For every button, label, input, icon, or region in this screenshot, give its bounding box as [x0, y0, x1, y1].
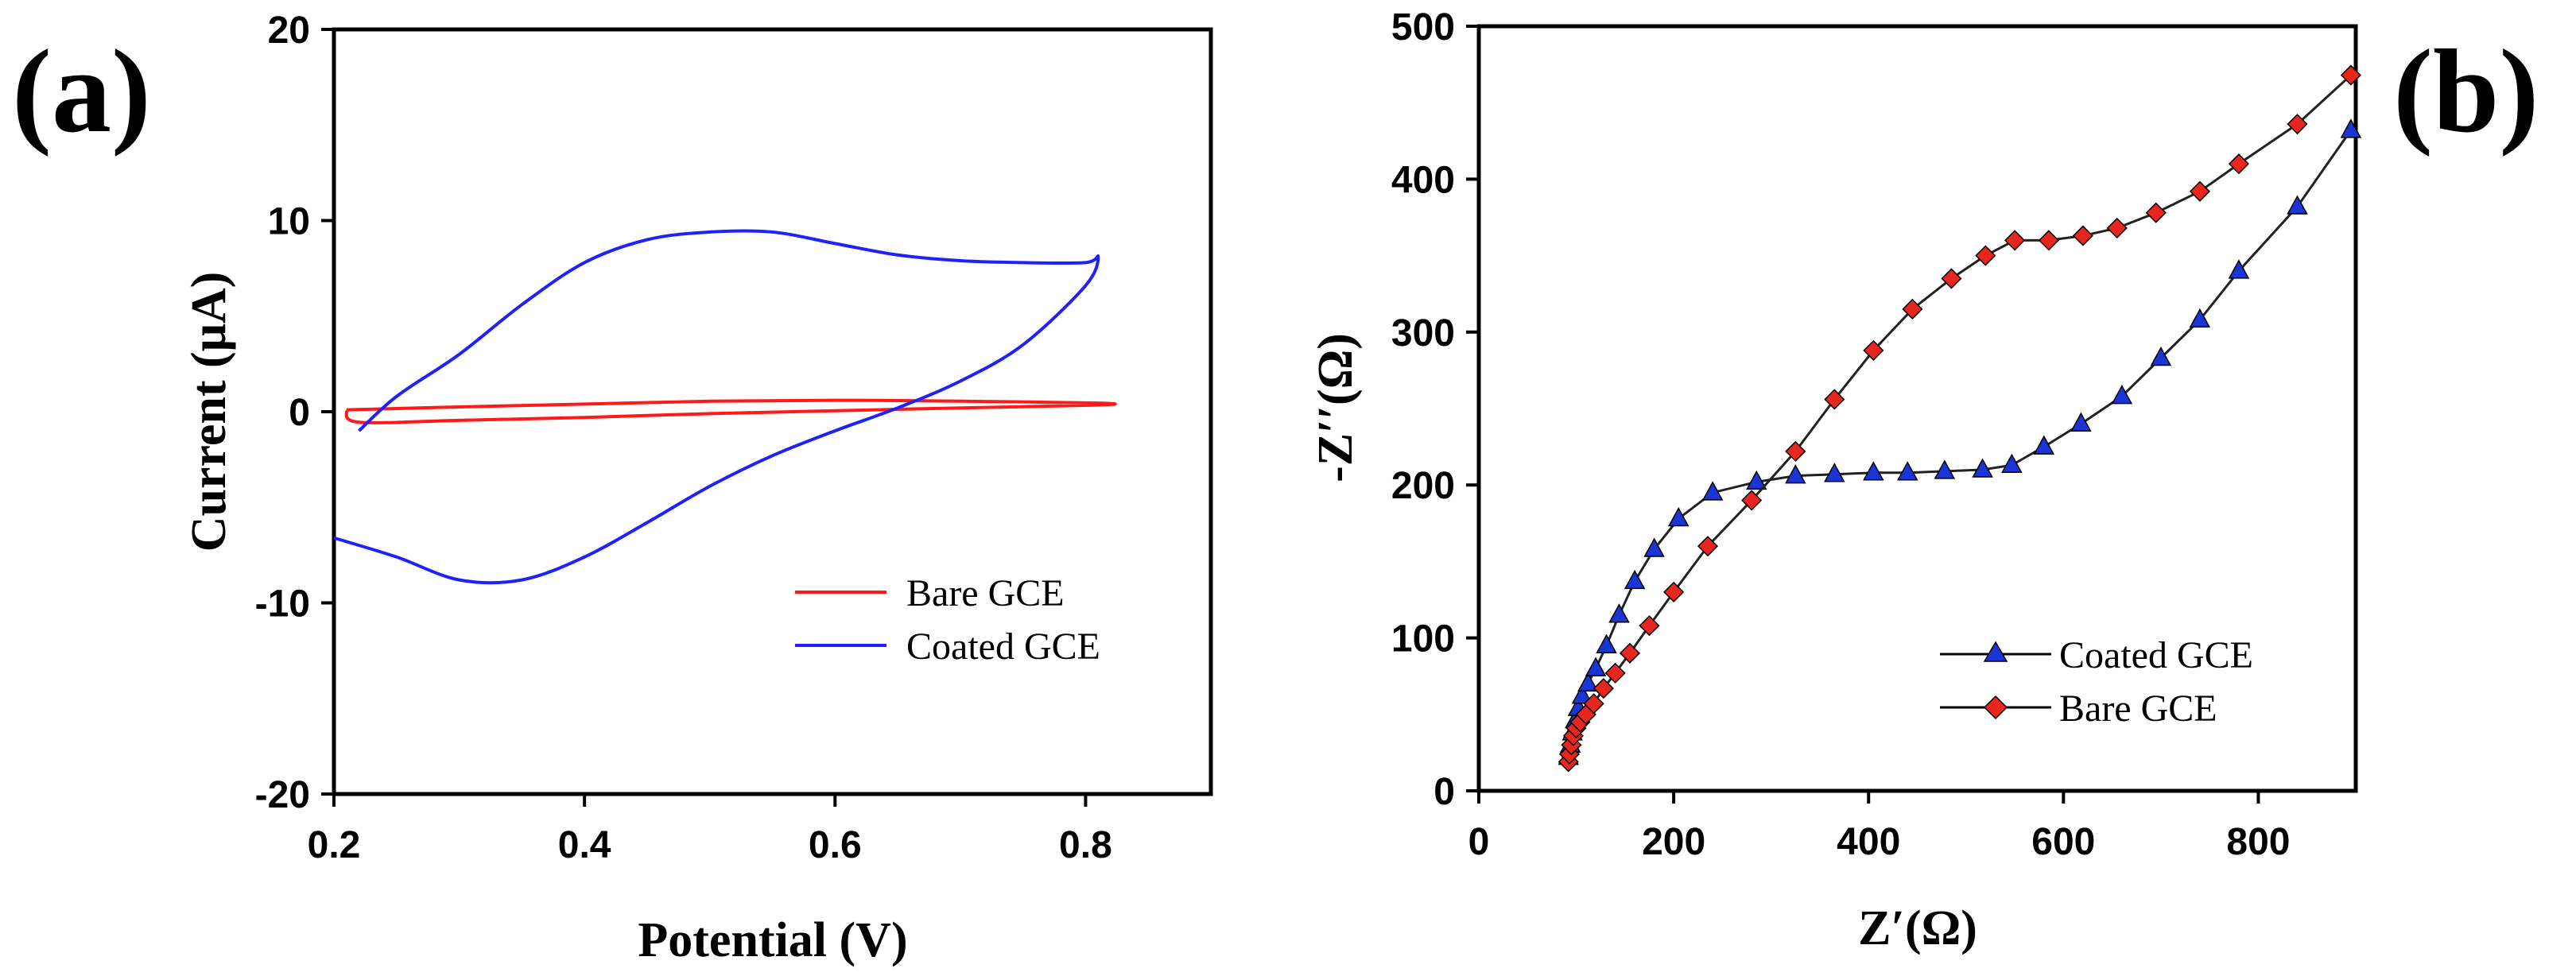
- data-point-bare-gce: [2072, 225, 2093, 246]
- data-point-coated-gce: [1972, 458, 1993, 478]
- data-point-bare-gce: [1583, 693, 1604, 715]
- data-point-coated-gce: [1596, 633, 1617, 653]
- data-point-bare-gce: [1604, 662, 1626, 684]
- data-point-coated-gce: [2340, 118, 2362, 138]
- legend-label-bare-b: Bare GCE: [2059, 688, 2217, 730]
- data-point-coated-gce: [1746, 470, 1767, 490]
- legend-b: Coated GCE Bare GCE: [1940, 634, 2253, 730]
- data-point-bare-gce: [2038, 230, 2060, 251]
- y-tick-label: -10: [255, 583, 310, 626]
- data-point-bare-gce: [2340, 64, 2361, 86]
- y-tick-label: 300: [1391, 312, 1455, 354]
- x-tick-label: 0.6: [809, 824, 862, 866]
- data-point-coated-gce: [2150, 346, 2172, 366]
- y-tick-label: 400: [1391, 159, 1455, 201]
- x-tick-label: 0.2: [308, 824, 361, 866]
- legend-label-bare: Bare GCE: [906, 572, 1065, 614]
- y-tick-label: 10: [268, 201, 310, 243]
- y-tick-label: 100: [1391, 618, 1455, 660]
- y-axis-title-a: Current (μA): [182, 272, 236, 552]
- ticks-b: 0 200 400 600 800 500 400 300 200 100 0: [1391, 6, 2291, 863]
- y-axis-title-b: -Z′′(Ω): [1309, 333, 1363, 482]
- data-point-coated-gce: [1608, 603, 1630, 623]
- series-line-bare-gce: [344, 398, 1117, 424]
- data-point-coated-gce: [2001, 453, 2023, 473]
- x-tick-label: 0.4: [558, 824, 611, 866]
- x-tick-label: 600: [2031, 821, 2095, 863]
- x-axis-title-a: Potential (V): [638, 913, 907, 967]
- x-tick-label: 0: [1468, 821, 1490, 863]
- legend-a: Bare GCE Coated GCE: [795, 572, 1100, 668]
- y-tick-label: 200: [1391, 465, 1455, 507]
- panel-label-b: (b): [2393, 25, 2539, 157]
- plot-frame-b: [1476, 24, 2358, 793]
- series-group-b: [1558, 64, 2362, 773]
- x-tick-label: 200: [1642, 821, 1705, 863]
- data-point-coated-gce: [2070, 412, 2092, 432]
- data-point-bare-gce: [2287, 114, 2308, 135]
- data-point-bare-gce: [1975, 245, 1996, 266]
- x-axis-title-b: Z′(Ω): [1858, 901, 1977, 955]
- y-tick-label: 500: [1391, 6, 1455, 48]
- data-point-bare-gce: [2004, 230, 2026, 251]
- series-group-a: [333, 229, 1117, 585]
- panel-a: (a) 0.2 0.4 0.6 0.8 20 10 0 -10 -20 Potential (V…: [12, 10, 1213, 967]
- data-point-bare-gce: [1619, 642, 1641, 664]
- data-point-bare-gce: [1824, 389, 1845, 410]
- data-point-coated-gce: [2228, 259, 2250, 279]
- data-point-bare-gce: [1941, 268, 1962, 289]
- data-point-coated-gce: [1667, 506, 1690, 527]
- data-point-bare-gce: [2228, 153, 2249, 175]
- panel-label-a: (a): [12, 25, 151, 157]
- data-point-bare-gce: [1902, 298, 1923, 320]
- legend-marker-bare-b: [1983, 695, 2008, 720]
- data-point-bare-gce: [1785, 440, 1806, 462]
- legend-label-coated-b: Coated GCE: [2059, 634, 2253, 676]
- data-point-coated-gce: [2111, 385, 2133, 405]
- data-point-coated-gce: [1624, 569, 1646, 590]
- data-point-coated-gce: [1701, 481, 1724, 501]
- ticks-a: 0.2 0.4 0.6 0.8 20 10 0 -10 -20: [255, 10, 1112, 866]
- legend-marker-coated-b: [1983, 641, 2008, 662]
- data-point-bare-gce: [2145, 202, 2167, 223]
- data-point-bare-gce: [2106, 217, 2128, 239]
- y-tick-label: 0: [289, 392, 310, 434]
- data-point-coated-gce: [1585, 657, 1607, 676]
- series-line-coated-gce: [333, 229, 1100, 585]
- legend-label-coated: Coated GCE: [906, 626, 1100, 668]
- data-point-coated-gce: [2189, 308, 2211, 328]
- data-point-coated-gce: [2287, 195, 2308, 215]
- y-tick-label: 20: [268, 10, 310, 52]
- data-point-bare-gce: [1663, 581, 1685, 602]
- x-tick-label: 800: [2226, 821, 2290, 863]
- data-point-coated-gce: [1571, 684, 1593, 704]
- data-point-coated-gce: [1863, 461, 1884, 481]
- data-point-bare-gce: [2189, 180, 2210, 202]
- data-point-coated-gce: [1577, 672, 1599, 692]
- data-point-coated-gce: [1643, 537, 1665, 557]
- y-tick-label: 0: [1433, 771, 1455, 813]
- data-point-bare-gce: [1593, 678, 1614, 699]
- data-point-coated-gce: [1934, 459, 1956, 479]
- data-point-coated-gce: [2033, 435, 2055, 455]
- y-tick-label: -20: [255, 774, 310, 816]
- x-tick-label: 0.8: [1059, 824, 1112, 866]
- data-point-bare-gce: [1741, 490, 1763, 511]
- data-point-bare-gce: [1639, 615, 1660, 637]
- data-point-coated-gce: [1785, 464, 1806, 484]
- x-tick-label: 400: [1837, 821, 1900, 863]
- data-point-coated-gce: [1824, 463, 1845, 482]
- data-point-coated-gce: [1896, 461, 1918, 481]
- data-point-bare-gce: [1697, 536, 1719, 557]
- data-point-bare-gce: [1863, 339, 1884, 361]
